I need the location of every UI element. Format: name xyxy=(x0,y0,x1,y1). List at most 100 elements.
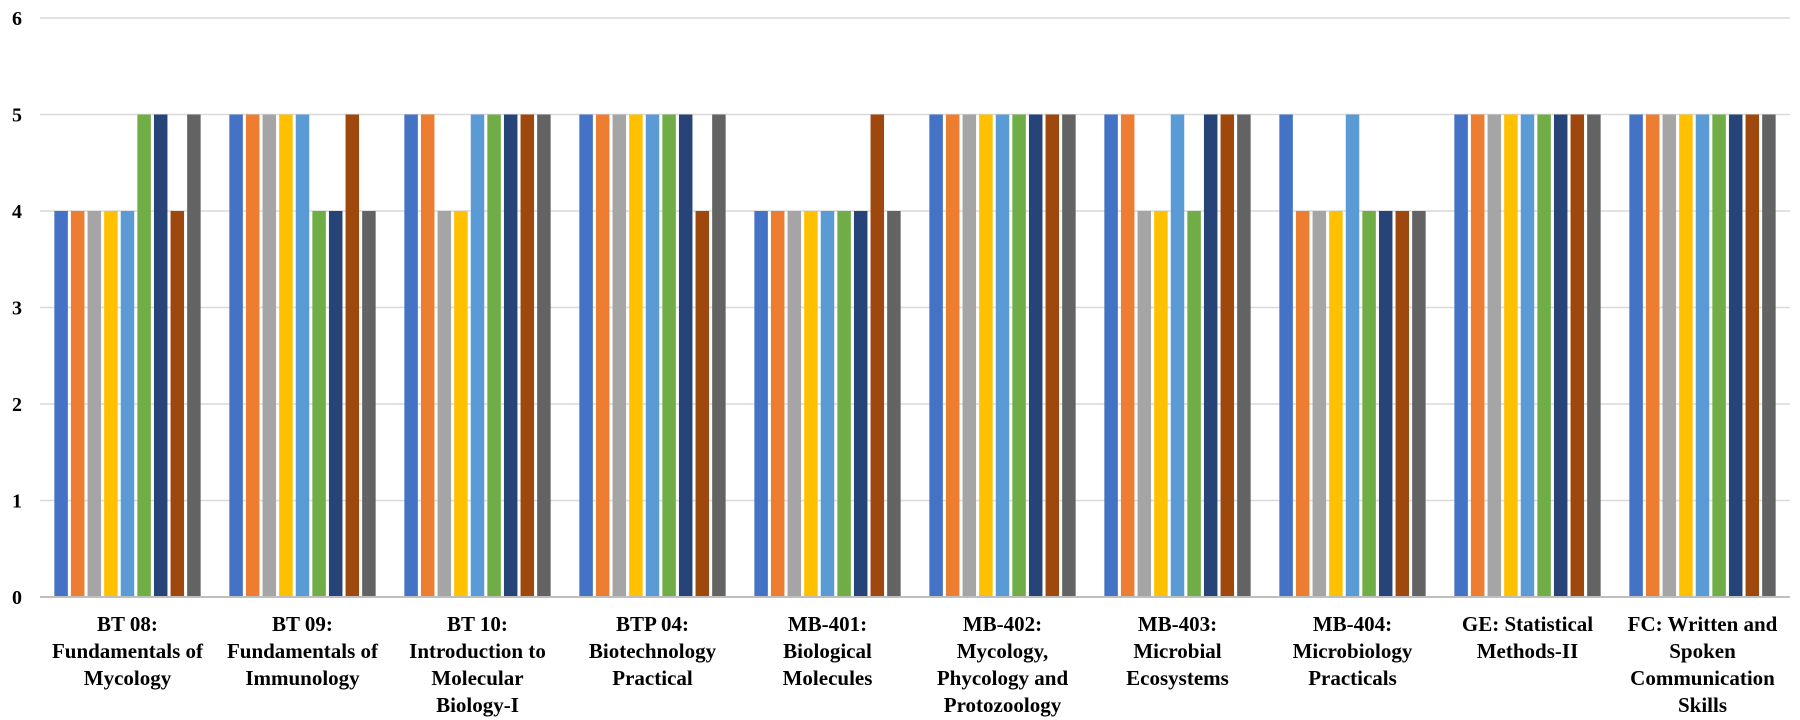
bar xyxy=(1062,114,1076,597)
y-axis-ticks: 0 1 2 3 4 5 6 xyxy=(12,8,22,609)
bar xyxy=(979,114,993,597)
bar xyxy=(537,114,551,597)
bar xyxy=(454,211,468,597)
bar xyxy=(70,211,85,597)
bar xyxy=(1587,114,1601,597)
bar xyxy=(770,211,785,597)
bar xyxy=(1237,114,1251,597)
bar xyxy=(1312,211,1327,597)
bar xyxy=(1412,211,1426,597)
bar xyxy=(1454,114,1468,597)
bar xyxy=(1712,114,1726,597)
x-tick-label: MB-402: Mycology, Phycology and Protozoo… xyxy=(936,612,1069,717)
bar xyxy=(1045,114,1060,597)
bar xyxy=(695,211,710,597)
bar xyxy=(787,211,802,597)
bar xyxy=(1645,114,1660,597)
bar xyxy=(153,114,168,597)
bar xyxy=(1279,114,1293,597)
bar xyxy=(1295,211,1310,597)
bar xyxy=(262,114,277,597)
bar xyxy=(437,211,452,597)
x-tick-label: BT 10: Introduction to Molecular Biology… xyxy=(409,612,546,717)
bar xyxy=(487,114,501,597)
bar xyxy=(1104,114,1118,597)
bar xyxy=(187,114,201,597)
bar xyxy=(1170,114,1185,597)
bar xyxy=(1695,114,1710,597)
bar xyxy=(1629,114,1643,597)
bar xyxy=(1728,114,1743,597)
bar xyxy=(1187,211,1201,597)
bar xyxy=(104,211,118,597)
y-tick-label: 5 xyxy=(12,105,22,127)
x-tick-label: MB-403: Microbial Ecosystems xyxy=(1126,612,1229,690)
bar xyxy=(595,114,610,597)
bar xyxy=(853,211,868,597)
bar xyxy=(1520,114,1535,597)
bar xyxy=(887,211,901,597)
bar xyxy=(312,211,326,597)
bar xyxy=(1012,114,1026,597)
bar xyxy=(362,211,376,597)
x-tick-label: MB-404: Microbiology Practicals xyxy=(1292,612,1413,690)
bar xyxy=(678,114,693,597)
bar xyxy=(245,114,260,597)
bar xyxy=(1570,114,1585,597)
bar xyxy=(1137,211,1152,597)
bar xyxy=(1203,114,1218,597)
bar xyxy=(579,114,593,597)
bar xyxy=(1662,114,1677,597)
bar xyxy=(120,211,135,597)
bar xyxy=(1378,211,1393,597)
bar xyxy=(645,114,660,597)
bar xyxy=(1362,211,1376,597)
x-tick-label: FC: Written and Spoken Communication Ski… xyxy=(1627,612,1778,717)
bar xyxy=(229,114,243,597)
bar xyxy=(1120,114,1135,597)
y-tick-label: 0 xyxy=(12,587,22,609)
bar xyxy=(804,211,818,597)
bar xyxy=(170,211,185,597)
bar xyxy=(870,114,885,597)
bar xyxy=(1504,114,1518,597)
y-tick-label: 2 xyxy=(12,394,22,416)
bar xyxy=(962,114,977,597)
bar xyxy=(1220,114,1235,597)
bar xyxy=(754,211,768,597)
bar xyxy=(929,114,943,597)
x-tick-label: MB-401: Biological Molecules xyxy=(782,612,873,690)
bar xyxy=(404,114,418,597)
bar xyxy=(662,114,676,597)
x-tick-label: BT 09: Fundamentals of Immunology xyxy=(226,612,379,690)
bar-series xyxy=(54,114,1776,597)
bar xyxy=(820,211,835,597)
bar xyxy=(328,211,343,597)
bar xyxy=(945,114,960,597)
bar xyxy=(1679,114,1693,597)
bar xyxy=(837,211,851,597)
bar xyxy=(87,211,102,597)
bar xyxy=(295,114,310,597)
x-tick-label: GE: Statistical Methods-II xyxy=(1461,612,1594,663)
bar xyxy=(1028,114,1043,597)
bar xyxy=(1553,114,1568,597)
bar xyxy=(629,114,643,597)
bar xyxy=(1329,211,1343,597)
bar xyxy=(137,114,151,597)
bar xyxy=(54,211,68,597)
x-tick-label: BT 08: Fundamentals of Mycology xyxy=(51,612,204,690)
bar xyxy=(503,114,518,597)
bar xyxy=(420,114,435,597)
bar xyxy=(1487,114,1502,597)
bar xyxy=(1745,114,1760,597)
bar xyxy=(612,114,627,597)
bar xyxy=(712,114,726,597)
y-tick-label: 6 xyxy=(12,8,22,30)
bar xyxy=(1345,114,1360,597)
bar xyxy=(279,114,293,597)
bar xyxy=(1395,211,1410,597)
x-tick-label: BTP 04: Biotechnology Practical xyxy=(588,612,717,690)
bar xyxy=(345,114,360,597)
y-tick-label: 4 xyxy=(12,201,22,223)
